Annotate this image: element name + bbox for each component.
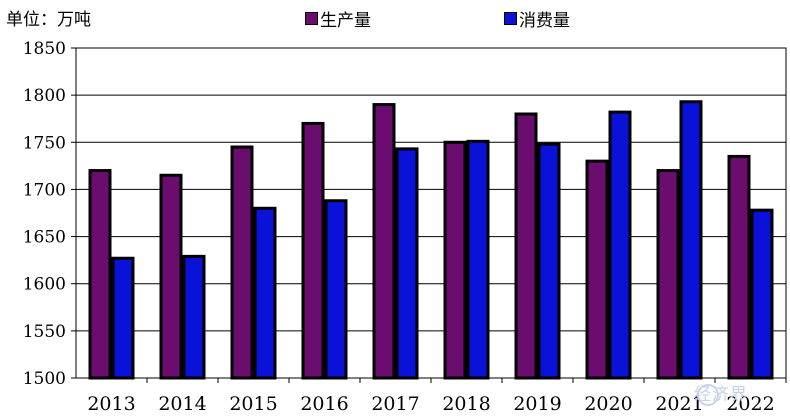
bar-marks [88,100,774,380]
bar-production-2021 [656,169,680,380]
bar-production-2019 [514,112,538,380]
bar-consumption-2019 [537,142,561,380]
watermark: 经济界 [694,385,748,405]
bar-consumption-2014 [182,254,206,380]
bar-consumption-2017 [395,147,419,380]
legend-label-production: 生产量 [320,11,371,31]
x-tick-label-2021: 2021 [655,393,703,415]
bar-production-2020 [585,159,609,380]
watermark-logo-icon [697,384,719,406]
legend-item-production: 生产量 [305,6,371,31]
bar-production-2016 [301,121,325,380]
bar-production-2013 [88,169,112,380]
bar-consumption-2013 [111,256,135,380]
bar-production-2015 [230,145,254,380]
bar-production-2022 [727,154,751,380]
x-tick-label-2016: 2016 [300,393,348,415]
x-tick-label-2019: 2019 [513,393,561,415]
legend-label-consumption: 消费量 [519,11,570,31]
bar-consumption-2022 [750,208,774,380]
x-tick-label-2018: 2018 [442,393,490,415]
axes [71,47,787,383]
bar-consumption-2020 [608,110,632,380]
bar-production-2014 [159,173,183,380]
y-tick-label: 1850 [23,39,66,59]
y-tick-label: 1700 [23,180,66,200]
y-tick-label: 1600 [23,275,66,295]
x-tick-label-2014: 2014 [158,393,206,415]
x-tick-label-2013: 2013 [87,393,135,415]
legend-item-consumption: 消费量 [504,6,570,31]
bar-consumption-2018 [466,139,490,380]
unit-label: 单位：万吨 [6,10,91,30]
bar-consumption-2021 [679,100,703,380]
bar-production-2018 [443,140,467,380]
legend-swatch-production [305,12,318,25]
bar-production-2017 [372,103,396,380]
y-tick-label: 1750 [23,133,66,153]
y-tick-labels: 1500 1550 1600 1650 1700 1750 1800 1850 [23,39,66,389]
x-tick-labels: 2013 2014 2015 2016 2017 2018 2019 2020 2021 2022 [87,393,774,415]
y-tick-label: 1800 [23,86,66,106]
legend-swatch-consumption [504,12,517,25]
x-tick-label-2020: 2020 [584,393,632,415]
y-tick-label: 1650 [23,228,66,248]
x-tick-label-2022: 2022 [726,393,774,415]
y-tick-label: 1500 [23,369,66,389]
bar-consumption-2015 [253,206,277,380]
bar-consumption-2016 [324,199,348,380]
y-tick-label: 1550 [23,322,66,342]
x-tick-label-2015: 2015 [229,393,277,415]
x-tick-label-2017: 2017 [371,393,419,415]
